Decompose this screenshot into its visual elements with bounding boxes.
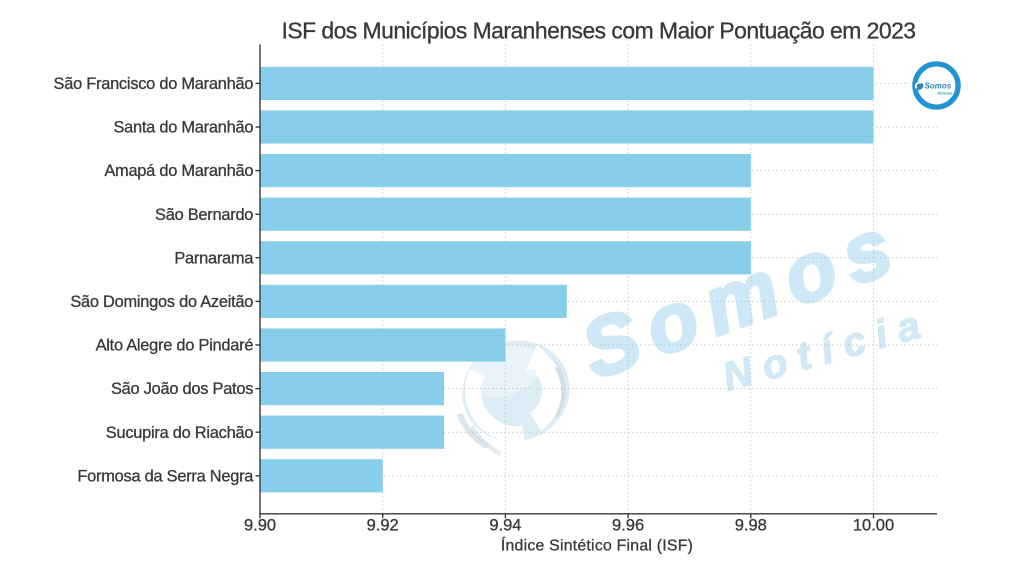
svg-text:Santa do Maranhão: Santa do Maranhão: [113, 119, 253, 137]
svg-text:9.96: 9.96: [612, 517, 644, 535]
svg-text:São Bernardo: São Bernardo: [155, 206, 253, 224]
svg-text:10.00: 10.00: [853, 517, 894, 535]
svg-text:Somos: Somos: [925, 82, 952, 91]
svg-text:São Domingos do Azeitão: São Domingos do Azeitão: [70, 293, 253, 311]
svg-text:Formosa da Serra Negra: Formosa da Serra Negra: [77, 467, 254, 485]
svg-text:São Francisco do Maranhão: São Francisco do Maranhão: [54, 75, 254, 93]
svg-text:ISF dos Municípios Maranhenses: ISF dos Municípios Maranhenses com Maior…: [281, 18, 915, 44]
svg-text:9.90: 9.90: [244, 517, 276, 535]
svg-text:Amapá do Maranhão: Amapá do Maranhão: [104, 162, 253, 180]
svg-text:9.98: 9.98: [735, 517, 767, 535]
svg-text:Sucupira do Riachão: Sucupira do Riachão: [106, 424, 254, 442]
svg-text:Parnarama: Parnarama: [174, 249, 254, 267]
svg-text:Notícias: Notícias: [938, 92, 953, 96]
svg-text:9.94: 9.94: [489, 517, 521, 535]
svg-text:Índice Sintético Final (ISF): Índice Sintético Final (ISF): [501, 536, 693, 555]
svg-text:9.92: 9.92: [367, 517, 399, 535]
svg-text:Alto Alegre do Pindaré: Alto Alegre do Pindaré: [96, 337, 254, 355]
svg-text:São João dos Patos: São João dos Patos: [111, 380, 253, 398]
